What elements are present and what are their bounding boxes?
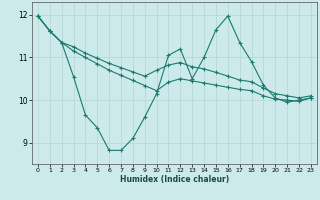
X-axis label: Humidex (Indice chaleur): Humidex (Indice chaleur) xyxy=(120,175,229,184)
